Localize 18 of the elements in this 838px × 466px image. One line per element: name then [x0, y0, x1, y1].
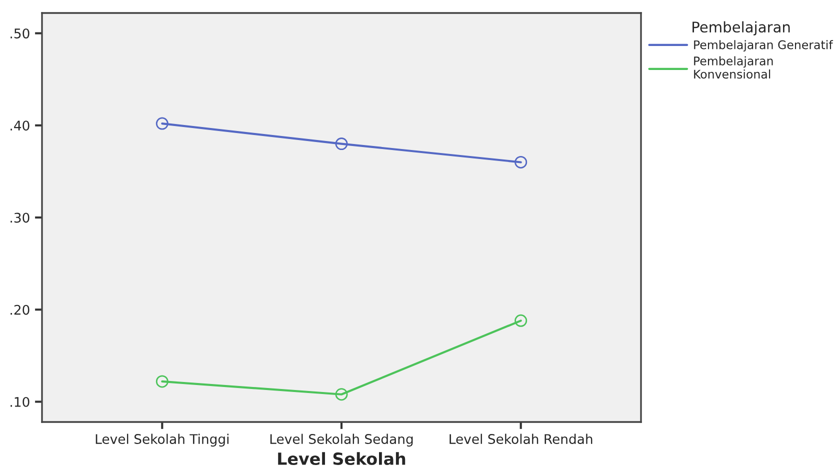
- point: [514, 156, 528, 168]
- y-tick-label: .10: [10, 396, 30, 407]
- legend-title: Pembelajaran: [692, 21, 790, 36]
- y-tick-label: .30: [10, 212, 30, 223]
- y-tick-label: .50: [10, 28, 30, 38]
- point: [156, 375, 168, 388]
- x-axis-title: Level Sekolah: [278, 452, 406, 466]
- x-tick-label: Level Sekolah Rendah: [450, 434, 592, 444]
- legend-label: Pembelajaran Generatif: [694, 40, 834, 52]
- x-tick-label: Level Sekolah Sedang: [270, 434, 413, 447]
- point: [156, 117, 168, 130]
- x-tick-label: Level Sekolah Tinggi: [96, 434, 228, 447]
- legend-label: Pembelajaran Konvensional: [694, 56, 773, 79]
- point: [335, 388, 348, 401]
- y-tick-label: .20: [10, 304, 30, 315]
- point: [514, 314, 528, 327]
- y-tick-label: .40: [10, 120, 30, 131]
- point: [335, 138, 348, 150]
